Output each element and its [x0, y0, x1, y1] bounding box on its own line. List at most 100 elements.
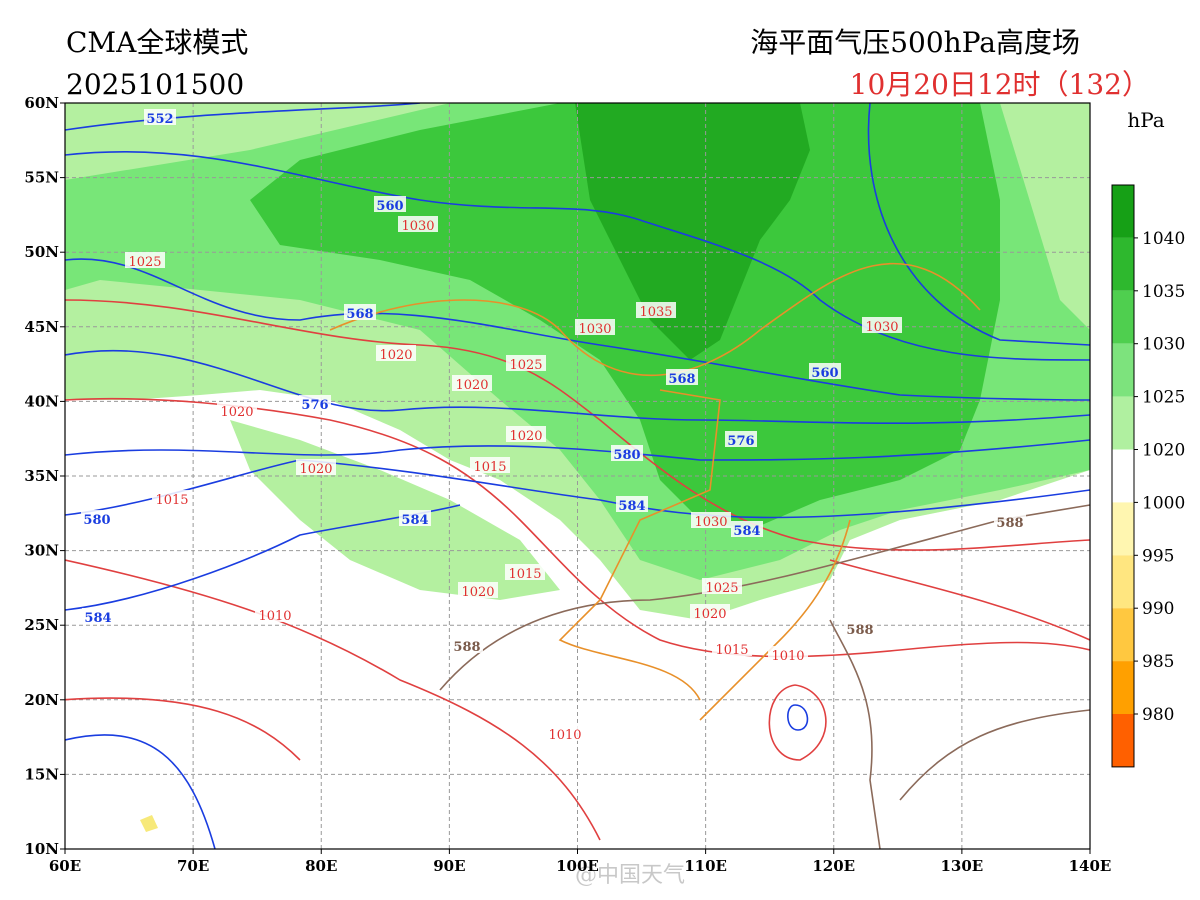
- lon-label: 120E: [812, 857, 855, 875]
- lat-label: 40N: [24, 392, 59, 410]
- label-bg: [144, 109, 176, 125]
- colorbar-label: 1000: [1142, 493, 1185, 513]
- label-bg: [844, 620, 876, 636]
- label-bg: [731, 521, 763, 537]
- pressure-label: 1010: [548, 728, 581, 743]
- pressure-label: 1020: [299, 462, 332, 477]
- init-time: 2025101500: [66, 68, 244, 101]
- height-label: 584: [401, 513, 428, 528]
- label-bg: [376, 345, 416, 361]
- height-label: 588: [453, 640, 480, 655]
- height-label: 568: [346, 307, 373, 322]
- label-bg: [255, 606, 295, 622]
- colorbar-label: 1025: [1142, 388, 1185, 408]
- label-bg: [666, 369, 698, 385]
- colorbar-unit: hPa: [1127, 108, 1164, 132]
- height-contours: [65, 103, 1090, 849]
- shade-low: [140, 815, 158, 832]
- height-label: 576: [301, 398, 328, 413]
- height-label: 584: [618, 499, 645, 514]
- label-bg: [125, 252, 165, 268]
- map-title: 海平面气压500hPa高度场: [750, 26, 1080, 59]
- watermark: @中国天气: [575, 863, 685, 888]
- model-name: CMA全球模式: [66, 26, 248, 59]
- height-label: 580: [613, 448, 640, 463]
- height-label: 588: [846, 623, 873, 638]
- colorbar-swatch: [1112, 237, 1134, 291]
- pressure-label: 1020: [455, 378, 488, 393]
- label-bg: [712, 640, 752, 656]
- lon-label: 70E: [177, 857, 209, 875]
- label-bg: [994, 513, 1026, 529]
- lat-label: 35N: [24, 467, 59, 485]
- colorbar-swatch: [1112, 290, 1134, 344]
- colorbar-label: 1030: [1142, 335, 1185, 355]
- label-bg: [398, 216, 438, 232]
- pressure-label: 1025: [509, 358, 542, 373]
- lon-label: 80E: [305, 857, 337, 875]
- lat-label: 15N: [24, 765, 59, 783]
- lat-label: 45N: [24, 318, 59, 336]
- height-label: 568: [668, 372, 695, 387]
- colorbar-swatch: [1112, 714, 1134, 767]
- pressure-label: 1030: [694, 515, 727, 530]
- colorbar-label: 990: [1142, 599, 1174, 619]
- pressure-label: 1030: [865, 320, 898, 335]
- label-bg: [616, 496, 648, 512]
- colorbar-label: 1020: [1142, 441, 1185, 461]
- lat-label: 55N: [24, 169, 59, 187]
- colorbar-swatch: [1112, 502, 1134, 556]
- colorbar-swatch: [1112, 396, 1134, 450]
- label-bg: [470, 457, 510, 473]
- shade-1030: [250, 103, 1000, 530]
- label-bg: [452, 375, 492, 391]
- height-label: 560: [811, 366, 838, 381]
- label-bg: [374, 196, 406, 212]
- contours: [65, 103, 1090, 849]
- height-label: 584: [733, 524, 760, 539]
- lat-label: 20N: [24, 691, 59, 709]
- pressure-label: 1025: [128, 255, 161, 270]
- colorbar-swatch: [1112, 185, 1134, 238]
- colorbar-swatch: [1112, 343, 1134, 397]
- label-bg: [506, 426, 546, 442]
- label-bg: [506, 355, 546, 371]
- shade-1035: [575, 103, 810, 360]
- lon-label: 140E: [1069, 857, 1112, 875]
- height-label: 580: [83, 513, 110, 528]
- colorbar: 1040 1035 1030 1025 1020 1000 995 990 985 980: [1111, 184, 1185, 768]
- label-bg: [702, 578, 742, 594]
- label-bg: [217, 402, 257, 418]
- lon-label: 110E: [684, 857, 727, 875]
- lat-label: 50N: [24, 243, 59, 261]
- label-bg: [809, 363, 841, 379]
- lat-label: 10N: [24, 840, 59, 858]
- label-bg: [725, 431, 757, 447]
- colorbar-label: 980: [1142, 705, 1174, 725]
- label-bg: [399, 510, 431, 526]
- lon-label: 100E: [556, 857, 599, 875]
- label-bg: [82, 608, 114, 624]
- map-frame: [64, 102, 1091, 850]
- height-label: 588: [996, 516, 1023, 531]
- colorbar-swatch: [1112, 555, 1134, 609]
- pressure-label: 1030: [578, 322, 611, 337]
- label-bg: [575, 319, 615, 335]
- label-bg: [296, 459, 336, 475]
- contour-588: [439, 504, 1090, 849]
- pressure-label: 1020: [509, 429, 542, 444]
- lat-label: 25N: [24, 616, 59, 634]
- colorbar-label: 985: [1142, 652, 1174, 672]
- pressure-label: 1020: [461, 585, 494, 600]
- label-bg: [451, 637, 483, 653]
- pressure-label: 1015: [715, 643, 748, 658]
- colorbar-swatch: [1112, 608, 1134, 662]
- label-bg: [768, 646, 808, 662]
- lon-label: 60E: [49, 857, 81, 875]
- pressure-label: 1035: [639, 305, 672, 320]
- colorbar-label: 1040: [1142, 229, 1185, 249]
- label-bg: [505, 564, 545, 580]
- lon-label: 130E: [941, 857, 984, 875]
- height-label: 576: [727, 434, 754, 449]
